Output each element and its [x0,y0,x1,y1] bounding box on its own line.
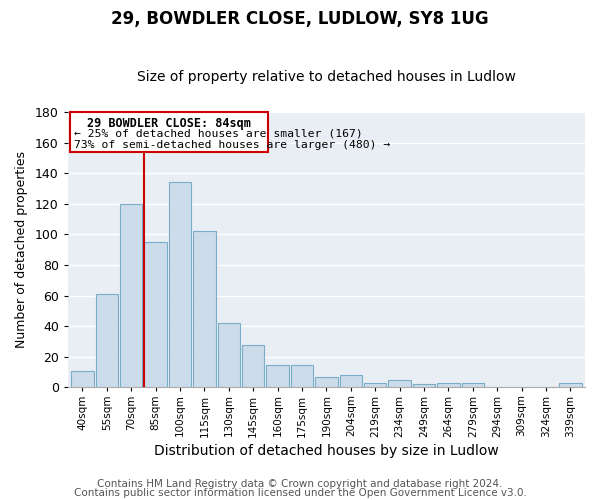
Bar [266,364,289,388]
Text: Contains HM Land Registry data © Crown copyright and database right 2024.: Contains HM Land Registry data © Crown c… [97,479,503,489]
Title: Size of property relative to detached houses in Ludlow: Size of property relative to detached ho… [137,70,516,85]
Bar [120,204,142,388]
Bar [145,242,167,388]
Bar [291,364,313,388]
Y-axis label: Number of detached properties: Number of detached properties [15,152,28,348]
Bar [413,384,435,388]
Bar [364,383,386,388]
Text: ← 25% of detached houses are smaller (167): ← 25% of detached houses are smaller (16… [74,128,362,138]
Text: 29 BOWDLER CLOSE: 84sqm: 29 BOWDLER CLOSE: 84sqm [87,116,251,130]
Bar [193,232,215,388]
Text: Contains public sector information licensed under the Open Government Licence v3: Contains public sector information licen… [74,488,526,498]
Bar [95,294,118,388]
Bar [437,383,460,388]
Bar [71,370,94,388]
Bar [218,323,240,388]
Bar [242,344,265,388]
Bar [169,182,191,388]
Bar [315,377,338,388]
Bar [559,383,581,388]
Text: 73% of semi-detached houses are larger (480) →: 73% of semi-detached houses are larger (… [74,140,390,149]
Bar [340,375,362,388]
Bar [70,112,268,152]
X-axis label: Distribution of detached houses by size in Ludlow: Distribution of detached houses by size … [154,444,499,458]
Bar [388,380,411,388]
Text: 29, BOWDLER CLOSE, LUDLOW, SY8 1UG: 29, BOWDLER CLOSE, LUDLOW, SY8 1UG [111,10,489,28]
Bar [461,383,484,388]
